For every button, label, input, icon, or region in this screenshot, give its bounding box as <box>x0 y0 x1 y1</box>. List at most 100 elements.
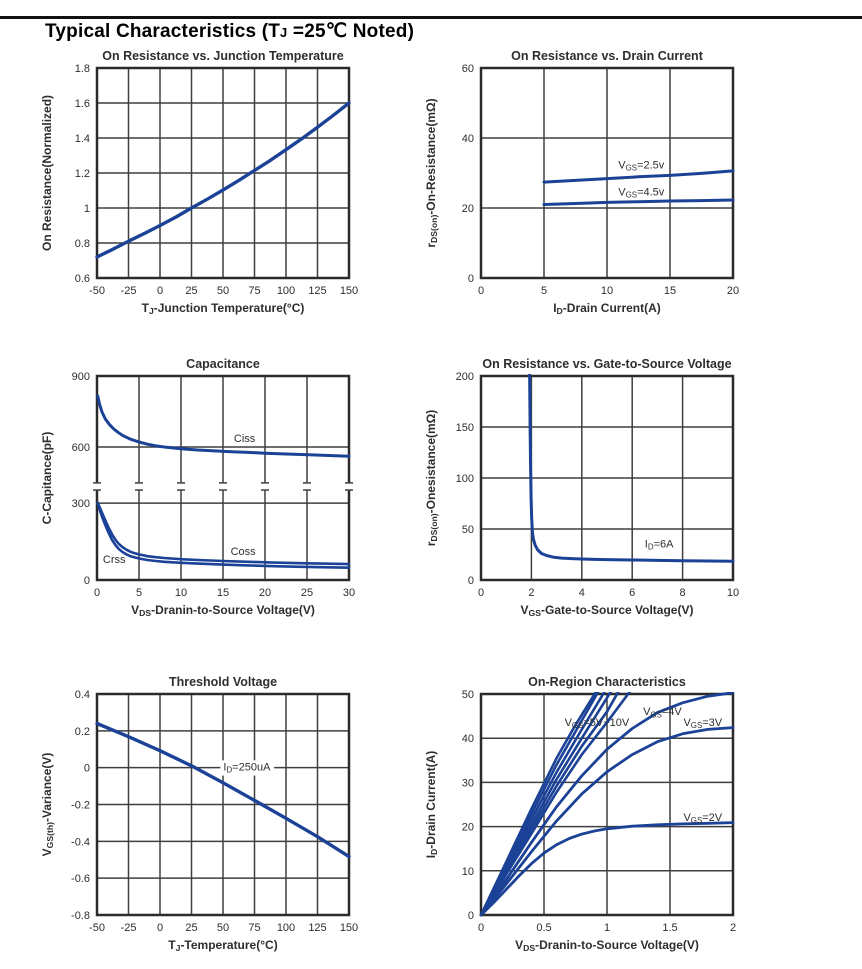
curve-label: VGS=2V <box>683 812 722 825</box>
x-axis-label: ID-Drain Current(A) <box>553 301 661 316</box>
series-group <box>95 721 351 859</box>
svg-text:6: 6 <box>629 587 635 599</box>
svg-text:10: 10 <box>175 587 187 599</box>
svg-text:1: 1 <box>604 922 610 934</box>
y-axis-label: rDS(on)-On-Resistance(mΩ) <box>424 98 439 247</box>
series-group <box>95 101 351 259</box>
svg-text:0: 0 <box>157 922 163 934</box>
svg-text:1.5: 1.5 <box>662 922 677 934</box>
svg-text:1.4: 1.4 <box>75 133 90 145</box>
x-tick-labels: -50 -25 0 25 50 75 100 125 150 <box>89 922 358 934</box>
svg-text:20: 20 <box>259 587 271 599</box>
svg-text:0.6: 0.6 <box>75 273 90 285</box>
svg-text:125: 125 <box>308 285 326 297</box>
svg-text:600: 600 <box>72 442 90 454</box>
y-axis-label: ID-Drain Current(A) <box>424 751 439 859</box>
svg-text:0.4: 0.4 <box>75 689 90 701</box>
svg-text:2: 2 <box>528 587 534 599</box>
curve-label: Crss <box>103 554 126 566</box>
svg-text:0: 0 <box>478 285 484 297</box>
svg-text:-0.4: -0.4 <box>71 836 90 848</box>
curve-Ciss <box>96 394 351 458</box>
svg-text:-50: -50 <box>89 285 105 297</box>
x-axis-label: VGS-Gate-to-Source Voltage(V) <box>521 603 694 618</box>
curve-VGS=3V <box>479 726 735 917</box>
y-axis-label: On Resistance(Normalized) <box>40 95 54 251</box>
svg-text:8: 8 <box>680 587 686 599</box>
chart-on-resistance-vs-drain-current: VGS=2.5v VGS=4.5v 0 5 10 15 20 60 40 20 0 On Resist… <box>409 38 779 343</box>
svg-text:40: 40 <box>462 733 474 745</box>
y-tick-labels: 60 40 20 0 <box>462 63 474 285</box>
axis-break-caps <box>93 482 353 491</box>
x-tick-labels: 0 0.5 1 1.5 2 <box>478 922 736 934</box>
svg-text:0: 0 <box>468 273 474 285</box>
svg-text:5: 5 <box>136 587 142 599</box>
svg-text:100: 100 <box>277 285 295 297</box>
svg-text:300: 300 <box>72 498 90 510</box>
curve-label: VGS=4.5v <box>618 186 664 199</box>
svg-text:25: 25 <box>301 587 313 599</box>
svg-text:50: 50 <box>462 524 474 536</box>
svg-text:0.2: 0.2 <box>75 726 90 738</box>
svg-text:30: 30 <box>343 587 355 599</box>
chart-title: On Resistance vs. Drain Current <box>511 49 704 63</box>
chart-title: Threshold Voltage <box>169 675 277 689</box>
svg-text:25: 25 <box>185 922 197 934</box>
svg-text:30: 30 <box>462 777 474 789</box>
curve-label: Ciss <box>234 433 256 445</box>
svg-text:25: 25 <box>185 285 197 297</box>
svg-text:900: 900 <box>72 371 90 383</box>
curve-Coss <box>96 501 351 566</box>
svg-text:1.6: 1.6 <box>75 98 90 110</box>
curve-VGS=5V <box>479 692 631 917</box>
svg-text:20: 20 <box>462 822 474 834</box>
plot-border <box>479 374 735 582</box>
y-tick-labels: 1.8 1.6 1.4 1.2 1 0.8 0.6 <box>75 63 90 285</box>
curve-label-bg <box>220 760 275 776</box>
y-axis-label: C-Capitance(pF) <box>40 432 54 525</box>
chart-canvas-on-resistance-vs-junction-temperature: -50 -25 0 25 50 75 100 125 150 1.8 1.6 1.4 1.2 1 0.8 0.… <box>40 49 358 316</box>
chart-threshold-voltage: ID=250uA -50 -25 0 25 50 75 100 125 150 0.4 0.2 0 -0.… <box>25 664 395 969</box>
svg-text:2: 2 <box>730 922 736 934</box>
series-group <box>542 169 735 206</box>
plot-border <box>479 692 735 917</box>
page-title: Typical Characteristics (TJ =25℃ Noted) <box>45 20 414 43</box>
chart-canvas-on-resistance-vs-gate-to-source-voltage: ID=6A 0 2 4 6 8 10 200 150 100 50 0 On Resistance vs… <box>424 357 739 618</box>
curve-VGS=4V <box>479 692 735 917</box>
svg-text:-50: -50 <box>89 922 105 934</box>
curve-label: Coss <box>231 546 257 558</box>
y-axis-label: rDS(on)-Onesistance(mΩ) <box>424 410 439 547</box>
chart-title: On Resistance vs. Gate-to-Source Voltage <box>482 357 731 371</box>
x-axis-label: VDS-Dranin-to-Source Voltage(V) <box>131 603 315 618</box>
svg-text:100: 100 <box>277 922 295 934</box>
svg-text:40: 40 <box>462 133 474 145</box>
curve-label: ID=6A <box>645 538 674 551</box>
svg-text:10: 10 <box>727 587 739 599</box>
svg-text:0.8: 0.8 <box>75 238 90 250</box>
x-tick-labels: 0 5 10 15 20 25 30 <box>94 587 355 599</box>
svg-text:0: 0 <box>157 285 163 297</box>
svg-text:0.5: 0.5 <box>536 922 551 934</box>
svg-text:75: 75 <box>248 285 260 297</box>
svg-text:20: 20 <box>727 285 739 297</box>
series-group <box>528 374 735 563</box>
svg-text:0: 0 <box>468 910 474 922</box>
svg-text:5: 5 <box>541 285 547 297</box>
curve-label: VGS=2.5v <box>618 159 664 172</box>
y-tick-labels: 0.4 0.2 0 -0.2 -0.4 -0.6 -0.8 <box>71 689 90 922</box>
svg-text:-0.6: -0.6 <box>71 873 90 885</box>
chart-canvas-capacitance: Ciss Coss Crss 0 5 10 15 20 25 30 900 600 300 0 Capaci… <box>40 357 355 618</box>
x-tick-labels: -50 -25 0 25 50 75 100 125 150 <box>89 285 358 297</box>
svg-text:15: 15 <box>664 285 676 297</box>
svg-text:1.2: 1.2 <box>75 168 90 180</box>
x-axis-label: TJ-Temperature(°C) <box>168 938 277 953</box>
curve-VGS=2V <box>479 821 735 917</box>
plot-border <box>479 66 735 280</box>
svg-text:125: 125 <box>308 922 326 934</box>
svg-text:1.8: 1.8 <box>75 63 90 75</box>
y-axis-label: VGS(th)-Variance(V) <box>40 753 55 857</box>
svg-text:0: 0 <box>478 587 484 599</box>
svg-text:75: 75 <box>248 922 260 934</box>
svg-text:50: 50 <box>462 689 474 701</box>
